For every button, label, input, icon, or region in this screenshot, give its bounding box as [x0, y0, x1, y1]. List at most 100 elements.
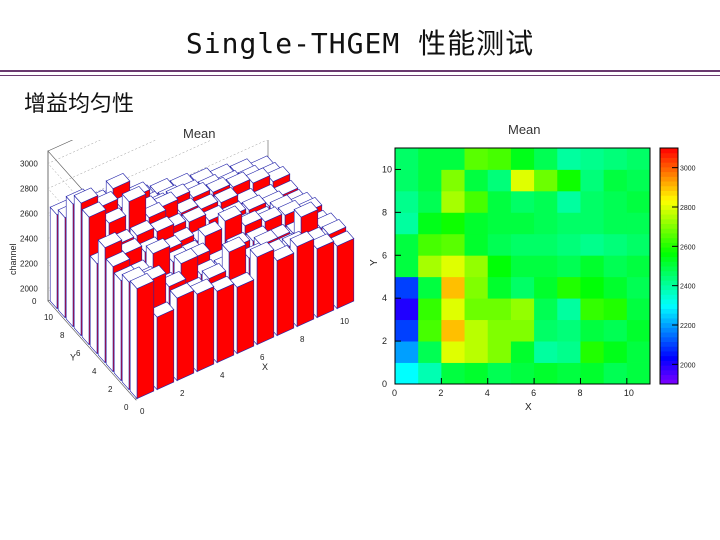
heatmap-cell	[510, 276, 535, 299]
heatmap-cell	[603, 255, 628, 278]
heatmap-y-tick-label: 6	[382, 250, 387, 260]
heatmap-cell	[487, 190, 512, 213]
heatmap-cell	[626, 190, 651, 213]
heatmap-cell	[395, 319, 419, 342]
colorbar-segment	[660, 336, 678, 343]
heatmap-cell	[418, 298, 442, 321]
lego-bar-top	[129, 220, 155, 236]
heatmap-cell	[464, 362, 489, 385]
heatmap-cell	[418, 148, 442, 170]
colorbar-segment	[660, 360, 678, 366]
heatmap-cell	[487, 212, 512, 235]
heatmap-cell	[580, 255, 605, 278]
heatmap-cell	[534, 190, 558, 213]
heatmap-cell	[557, 276, 581, 299]
lego-bar-top	[169, 282, 195, 299]
colorbar-segment	[660, 195, 678, 201]
colorbar-segment	[660, 214, 678, 220]
colorbar-frame	[659, 147, 679, 385]
heatmap-x-tick-label: 4	[485, 388, 490, 398]
heatmap-cell	[510, 212, 535, 235]
heatmap-cell	[557, 190, 581, 213]
colorbar-segment	[660, 157, 678, 163]
heatmap-cell	[557, 362, 581, 385]
heatmap-cell	[534, 255, 558, 278]
heatmap-cell	[603, 341, 628, 363]
heatmap-cell	[580, 190, 605, 213]
colorbar-segment	[660, 251, 678, 258]
lego-bar-top	[105, 251, 131, 267]
lego-z-tick-label: 0	[32, 297, 37, 306]
heatmap-cell	[626, 148, 651, 170]
colorbar-segment	[660, 284, 678, 291]
heatmap-cell	[464, 233, 489, 256]
lego-bar-top	[181, 206, 207, 223]
lego-bar-front	[276, 252, 295, 337]
lego-bar-front	[316, 240, 335, 319]
colorbar-tick-label: 2800	[680, 205, 696, 212]
lego-bar-front	[176, 290, 195, 382]
lego-bar-top	[81, 201, 107, 218]
heatmap-cell	[464, 341, 489, 363]
lego-bar-top	[249, 241, 275, 258]
heatmap-cell	[603, 298, 628, 321]
heatmap-cell	[418, 341, 442, 363]
colorbar-segment	[660, 294, 678, 300]
colorbar-segment	[660, 237, 678, 243]
lego-bar-front	[136, 280, 155, 400]
heatmap-x-tick-label: 6	[531, 388, 536, 398]
heatmap-cell	[464, 319, 489, 342]
colorbar-segment	[660, 218, 678, 225]
heatmap-cell	[557, 148, 581, 170]
heatmap-cell	[487, 255, 512, 278]
heatmap-cell	[534, 276, 558, 299]
heatmap-cell	[626, 298, 651, 321]
heatmap-cell	[626, 362, 651, 385]
heatmap-cell	[510, 233, 535, 256]
lego-y-tick-label: 8	[60, 331, 65, 340]
colorbar-segment	[660, 379, 678, 385]
lego-bar-top	[289, 231, 315, 247]
lego-bar-side	[97, 239, 106, 364]
heatmap-y-tick-label: 0	[382, 379, 387, 389]
heatmap-cell	[580, 341, 605, 363]
heatmap-x-tick-label: 2	[438, 388, 443, 398]
lego-bar-top	[217, 205, 243, 222]
lego-bar-top	[129, 273, 155, 289]
colorbar-segment	[660, 185, 678, 191]
colorbar-tick-label: 2000	[680, 362, 696, 369]
heatmap-cell	[510, 190, 535, 213]
heatmap-cell	[580, 276, 605, 299]
heatmap-cell	[441, 169, 465, 192]
lego-z-tick-label: 2800	[20, 185, 38, 194]
lego-y-tick-label: 6	[76, 349, 81, 358]
colorbar-segment	[660, 190, 678, 196]
colorbar-segment	[660, 176, 678, 182]
heatmap-cell	[487, 276, 512, 299]
heatmap-cell	[418, 362, 442, 385]
heatmap-x-tick-label: 8	[577, 388, 582, 398]
colorbar-segment	[660, 350, 678, 357]
colorbar-segment	[660, 332, 678, 338]
heatmap-cell	[418, 255, 442, 278]
colorbar-tick-label: 2600	[680, 244, 696, 251]
heatmap-cell	[557, 233, 581, 256]
heatmap-cell	[626, 319, 651, 342]
heatmap-cell	[603, 190, 628, 213]
colorbar-segment	[660, 228, 678, 234]
heatmap-cell	[534, 233, 558, 256]
lego-bar-front	[156, 309, 175, 391]
heatmap-chart-title: Mean	[508, 122, 541, 137]
colorbar-segment	[660, 299, 678, 305]
heatmap-cell	[487, 341, 512, 363]
heatmap-cell	[534, 298, 558, 321]
heatmap-cell	[395, 212, 419, 235]
colorbar-segment	[660, 365, 678, 371]
heatmap-cell	[603, 169, 628, 192]
heatmap-cell	[418, 169, 442, 192]
colorbar-segment	[660, 327, 678, 333]
lego-bar-top	[241, 194, 267, 211]
heatmap-cell	[534, 362, 558, 385]
heatmap-x-tick-label: 10	[624, 388, 634, 398]
colorbar-segment	[660, 280, 678, 286]
